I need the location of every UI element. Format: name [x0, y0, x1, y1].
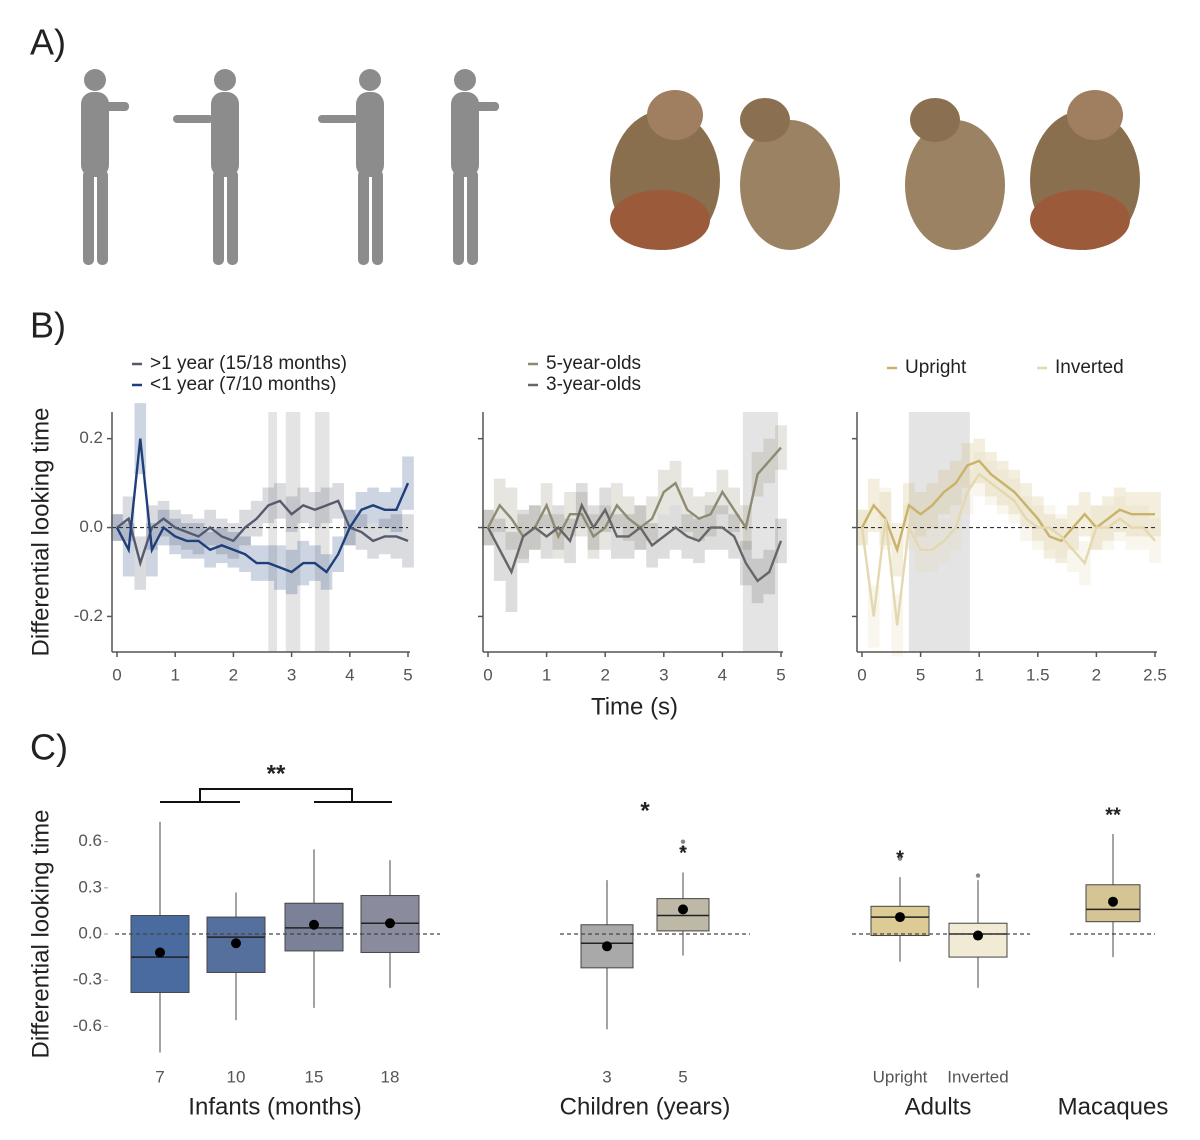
y-tick-label: 0.3 [78, 877, 102, 896]
x-tick-label: 4 [718, 665, 727, 684]
macaque-figures [610, 90, 1140, 250]
outlier [897, 853, 903, 858]
x-tick-label: 0 [112, 665, 121, 684]
y-tick-label: -0.3 [73, 970, 102, 989]
series-line [486, 446, 782, 540]
x-axis-label: Infants (months) [188, 1093, 361, 1120]
x-tick-label: 5 [678, 1067, 687, 1086]
legend-label: >1 year (15/18 months) [150, 353, 347, 374]
x-tick-label: 2.5 [1143, 665, 1167, 684]
mean [309, 919, 319, 930]
significance-region [742, 412, 779, 652]
x-tick-label: 3 [659, 665, 668, 684]
mean [155, 947, 165, 958]
legend-label: Inverted [1055, 357, 1124, 378]
x-tick-label: 5 [403, 665, 412, 684]
mean [1108, 896, 1118, 907]
outlier [897, 856, 903, 861]
significance-region [285, 412, 301, 652]
x-tick-label: 2 [229, 665, 238, 684]
x-tick-label: 0 [483, 665, 492, 684]
outlier [680, 839, 686, 844]
significance: * [896, 847, 904, 869]
y-axis-label: Differential looking time [27, 809, 54, 1058]
x-axis-label: Time (s) [591, 693, 678, 720]
human-figures [81, 69, 499, 265]
panel-label: A) [30, 22, 66, 63]
significance: ** [267, 760, 286, 787]
x-tick-label: 1 [542, 665, 551, 684]
x-tick-label: 15 [305, 1067, 324, 1086]
outlier [975, 873, 981, 878]
x-axis-label: Children (years) [560, 1093, 731, 1120]
series-line [860, 459, 1155, 554]
x-tick-label: Upright [873, 1067, 928, 1086]
mean [602, 941, 612, 952]
significance-bracket [160, 788, 392, 803]
mean [973, 930, 983, 941]
y-tick-label: 0.0 [78, 923, 102, 942]
mean [678, 904, 688, 915]
x-tick-label: 5 [916, 665, 925, 684]
y-tick-label: -0.2 [74, 606, 103, 625]
series-line [486, 502, 783, 583]
x-tick-label: 10 [227, 1067, 246, 1086]
x-tick-label: 3 [287, 665, 296, 684]
legend-label: 5-year-olds [546, 353, 641, 374]
legend-label: Upright [905, 357, 967, 378]
y-tick-label: -0.6 [73, 1016, 102, 1035]
x-tick-label: 1.5 [1026, 665, 1050, 684]
y-axis-label: Differential looking time [27, 407, 54, 656]
x-tick-label: 5 [776, 665, 785, 684]
x-axis-label: Macaques [1058, 1093, 1169, 1120]
x-tick-label: 1 [974, 665, 983, 684]
x-tick-label: 2 [1092, 665, 1101, 684]
y-tick-label: 0.6 [78, 831, 102, 850]
x-tick-label: Inverted [947, 1067, 1008, 1086]
y-tick-label: 0.2 [79, 428, 103, 447]
series-line [116, 499, 409, 568]
mean [385, 918, 395, 929]
y-tick-label: 0.0 [79, 517, 103, 536]
x-tick-label: 2 [600, 665, 609, 684]
x-axis-label: Adults [905, 1093, 972, 1120]
significance: ** [1105, 804, 1121, 826]
x-tick-label: 7 [155, 1067, 164, 1086]
outlier [680, 845, 686, 851]
legend-label: 3-year-olds [546, 374, 641, 395]
panel-label: C) [30, 727, 68, 768]
x-tick-label: 1 [170, 665, 179, 684]
panel-label: B) [30, 305, 66, 346]
significance: * [640, 797, 650, 824]
mean [231, 938, 241, 949]
significance: * [679, 843, 687, 865]
series-line [115, 438, 410, 574]
significance-region [314, 412, 330, 652]
significance-region [908, 412, 970, 652]
box [656, 898, 710, 932]
legend-label: <1 year (7/10 months) [150, 374, 336, 395]
x-tick-label: 4 [345, 665, 354, 684]
significance-region [268, 412, 278, 652]
series-line [860, 472, 1156, 626]
x-tick-label: 3 [602, 1067, 611, 1086]
mean [895, 912, 905, 923]
x-tick-label: 18 [381, 1067, 400, 1086]
x-tick-label: 0 [857, 665, 866, 684]
